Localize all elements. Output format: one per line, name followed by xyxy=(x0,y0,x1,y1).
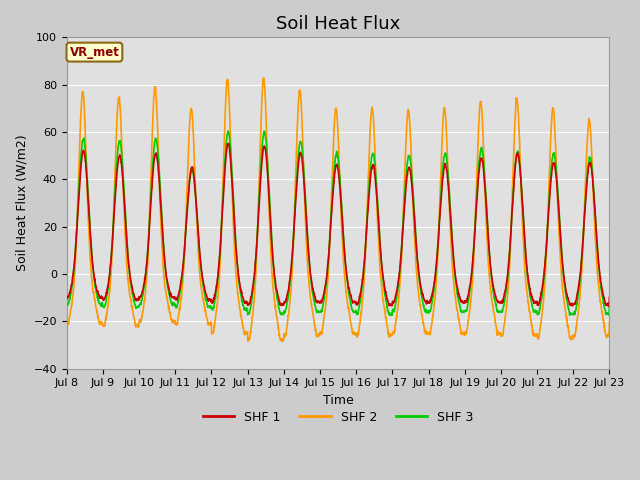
Legend: SHF 1, SHF 2, SHF 3: SHF 1, SHF 2, SHF 3 xyxy=(198,406,478,429)
Y-axis label: Soil Heat Flux (W/m2): Soil Heat Flux (W/m2) xyxy=(15,134,28,271)
Text: VR_met: VR_met xyxy=(70,46,120,59)
X-axis label: Time: Time xyxy=(323,394,353,407)
Title: Soil Heat Flux: Soil Heat Flux xyxy=(276,15,400,33)
